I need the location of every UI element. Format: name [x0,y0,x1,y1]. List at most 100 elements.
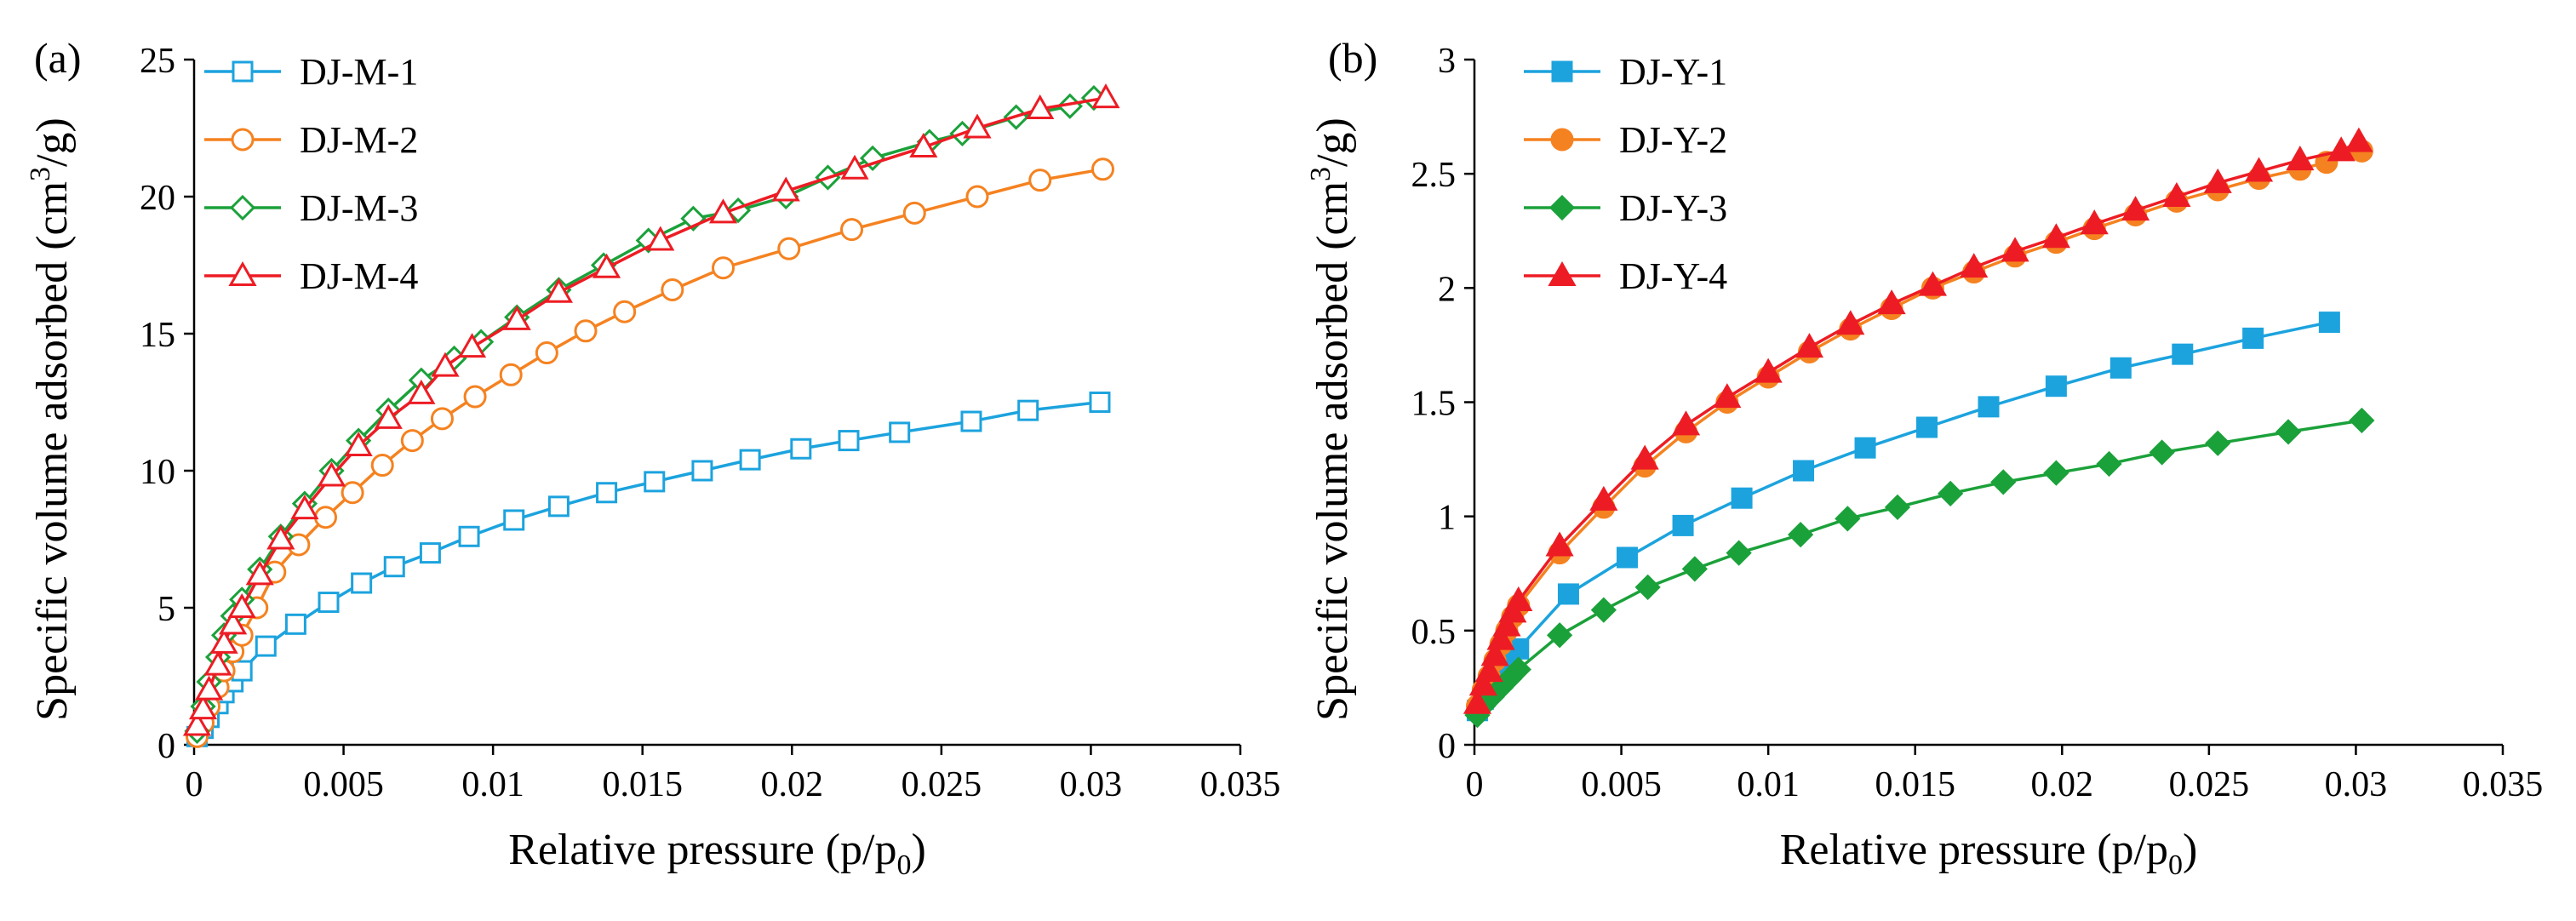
data-point [1726,540,1752,566]
panel-1: (b) 0 0.5 1 1.5 2 2.5 3 0 0.005 0.01 0.015 0.02 0.025… [1305,34,2543,881]
data-point [341,481,364,505]
data-point [840,154,869,180]
legend-marker [228,260,257,286]
y-tick-label: 5 [157,590,175,629]
data-point [503,509,525,531]
data-point [1505,656,1531,683]
data-point [255,635,277,657]
data-point [965,185,989,209]
legend-entry: DJ-M-2 [204,119,418,161]
data-point [1836,310,1865,335]
data-point [1545,531,1574,557]
data-point [1938,480,1964,506]
data-point [613,300,637,323]
data-point [1671,410,1701,436]
data-point [499,363,523,386]
y-tick-label: 3 [1438,42,1456,81]
data-point [2286,146,2315,171]
data-point [227,592,256,618]
y-tick-label: 2.5 [1411,156,1457,195]
data-point [889,421,911,443]
data-point [1681,556,1708,582]
legend-entry: DJ-Y-3 [1524,187,1727,229]
x-axis-label: Relative pressure (p/p0) [1780,826,2198,881]
data-point [203,650,232,676]
data-point [838,430,860,452]
data-point [2205,430,2231,456]
data-point [1091,157,1114,181]
legend-marker [229,194,256,221]
data-point [1486,625,1515,650]
data-point [2344,127,2373,152]
data-point [596,482,618,504]
data-point [2109,357,2132,379]
data-point [691,460,713,482]
data-point [1713,383,1742,409]
data-point [1754,358,1783,383]
legend-entry: DJ-M-4 [204,255,418,297]
data-point [284,613,306,635]
legend-entry: DJ-M-3 [204,187,418,229]
legend-marker [1550,128,1574,152]
data-point [2045,375,2067,398]
x-tick-label: 0 [1466,765,1484,804]
x-tick-label: 0.035 [1200,765,1281,804]
data-point [1795,333,1824,358]
data-point [1616,546,1638,569]
data-point [1960,253,1989,278]
series-DJ-M-4 [182,83,1120,736]
data-point [547,495,570,518]
data-point [1468,671,1497,696]
series-DJ-M-1 [186,392,1111,747]
data-point [400,429,424,453]
panel-label: (a) [34,34,82,82]
y-tick-label: 0 [157,727,175,766]
data-point [574,319,598,343]
y-tick-label: 15 [140,316,175,355]
data-point [383,556,405,578]
y-tick-label: 25 [140,42,175,81]
data-point [2244,157,2274,182]
legend-marker [231,128,255,152]
data-point [431,352,460,377]
data-point [1787,522,1814,548]
x-tick-label: 0.025 [2169,765,2250,804]
x-tick-label: 0.02 [761,765,824,804]
panel-0: (a) 0 5 10 15 20 25 0 0.005 0.01 0.015 0.02 0.025 0.0… [25,34,1280,881]
legend-label: DJ-M-4 [300,255,418,297]
data-point [266,524,295,550]
data-point [1630,444,1659,470]
legend-entry: DJ-Y-2 [1524,119,1727,161]
data-point [708,198,738,224]
data-point [463,385,487,409]
x-tick-label: 0.01 [1737,765,1800,804]
x-tick-label: 0 [186,765,203,804]
legend-entry: DJ-Y-1 [1524,51,1727,93]
data-point [2080,209,2109,235]
series-DJ-Y-3 [1464,407,2375,729]
data-point [1590,597,1617,623]
data-point [188,695,218,720]
data-point [317,461,346,487]
y-axis-label: Specific volume adsorbed (cm3/g) [25,117,77,721]
x-tick-label: 0.015 [602,765,683,804]
y-tick-label: 1.5 [1411,385,1457,424]
data-point [592,253,621,278]
data-point [2121,196,2150,221]
series-line [196,400,1101,738]
data-point [771,176,800,202]
data-point [2275,419,2302,445]
x-axis-label: Relative pressure (p/p0) [508,826,926,881]
data-point [351,572,373,594]
data-point [644,471,666,493]
x-tick-label: 0.035 [2463,765,2544,804]
data-point [2172,343,2194,365]
y-tick-label: 0 [1438,727,1456,766]
legend-entry: DJ-Y-4 [1524,255,1727,297]
legend-marker [1548,194,1576,221]
data-point [407,379,436,404]
legend-entry: DJ-M-1 [204,51,418,93]
data-point [2318,312,2340,334]
series-DJ-Y-4 [1463,127,2373,714]
data-point [2001,237,2029,262]
